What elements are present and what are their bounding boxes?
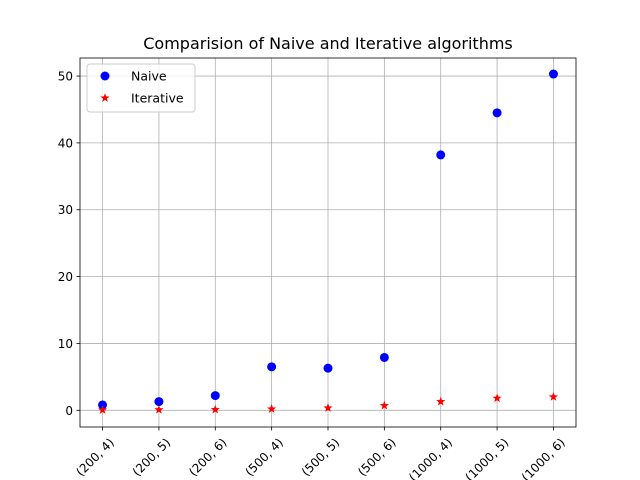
naive-point bbox=[154, 397, 164, 407]
naive-point bbox=[548, 69, 558, 79]
y-tick-label: 40 bbox=[58, 136, 73, 150]
y-tick-label: 0 bbox=[65, 404, 73, 418]
naive-point bbox=[379, 352, 389, 362]
y-tick-label: 50 bbox=[58, 70, 73, 84]
naive-point bbox=[98, 400, 108, 410]
iterative-point bbox=[492, 393, 502, 403]
legend-marker-iterative bbox=[100, 93, 110, 102]
naive-point bbox=[492, 108, 502, 118]
y-tick-label: 20 bbox=[58, 270, 73, 284]
grid-lines bbox=[80, 58, 576, 427]
series-iterative bbox=[97, 392, 559, 414]
legend-label: Iterative bbox=[131, 91, 184, 106]
iterative-point bbox=[548, 392, 559, 401]
chart-title: Comparision of Naive and Iterative algor… bbox=[143, 34, 513, 53]
naive-point bbox=[436, 150, 446, 160]
data-marks bbox=[97, 69, 559, 414]
y-tick-label: 10 bbox=[58, 337, 73, 351]
iterative-point bbox=[154, 404, 164, 414]
iterative-point bbox=[210, 404, 220, 414]
legend-box bbox=[86, 63, 196, 113]
iterative-point bbox=[267, 404, 277, 413]
series-naive bbox=[98, 69, 558, 410]
legend: Naive Iterative bbox=[86, 63, 196, 113]
iterative-point bbox=[97, 405, 108, 414]
naive-point bbox=[210, 391, 220, 401]
iterative-point bbox=[436, 396, 446, 406]
iterative-point bbox=[323, 403, 333, 412]
legend-label: Naive bbox=[131, 69, 167, 84]
naive-point bbox=[323, 363, 333, 373]
y-tick-label: 30 bbox=[58, 203, 73, 217]
naive-point bbox=[267, 362, 277, 372]
iterative-point bbox=[379, 400, 389, 410]
legend-marker-naive bbox=[100, 71, 110, 81]
